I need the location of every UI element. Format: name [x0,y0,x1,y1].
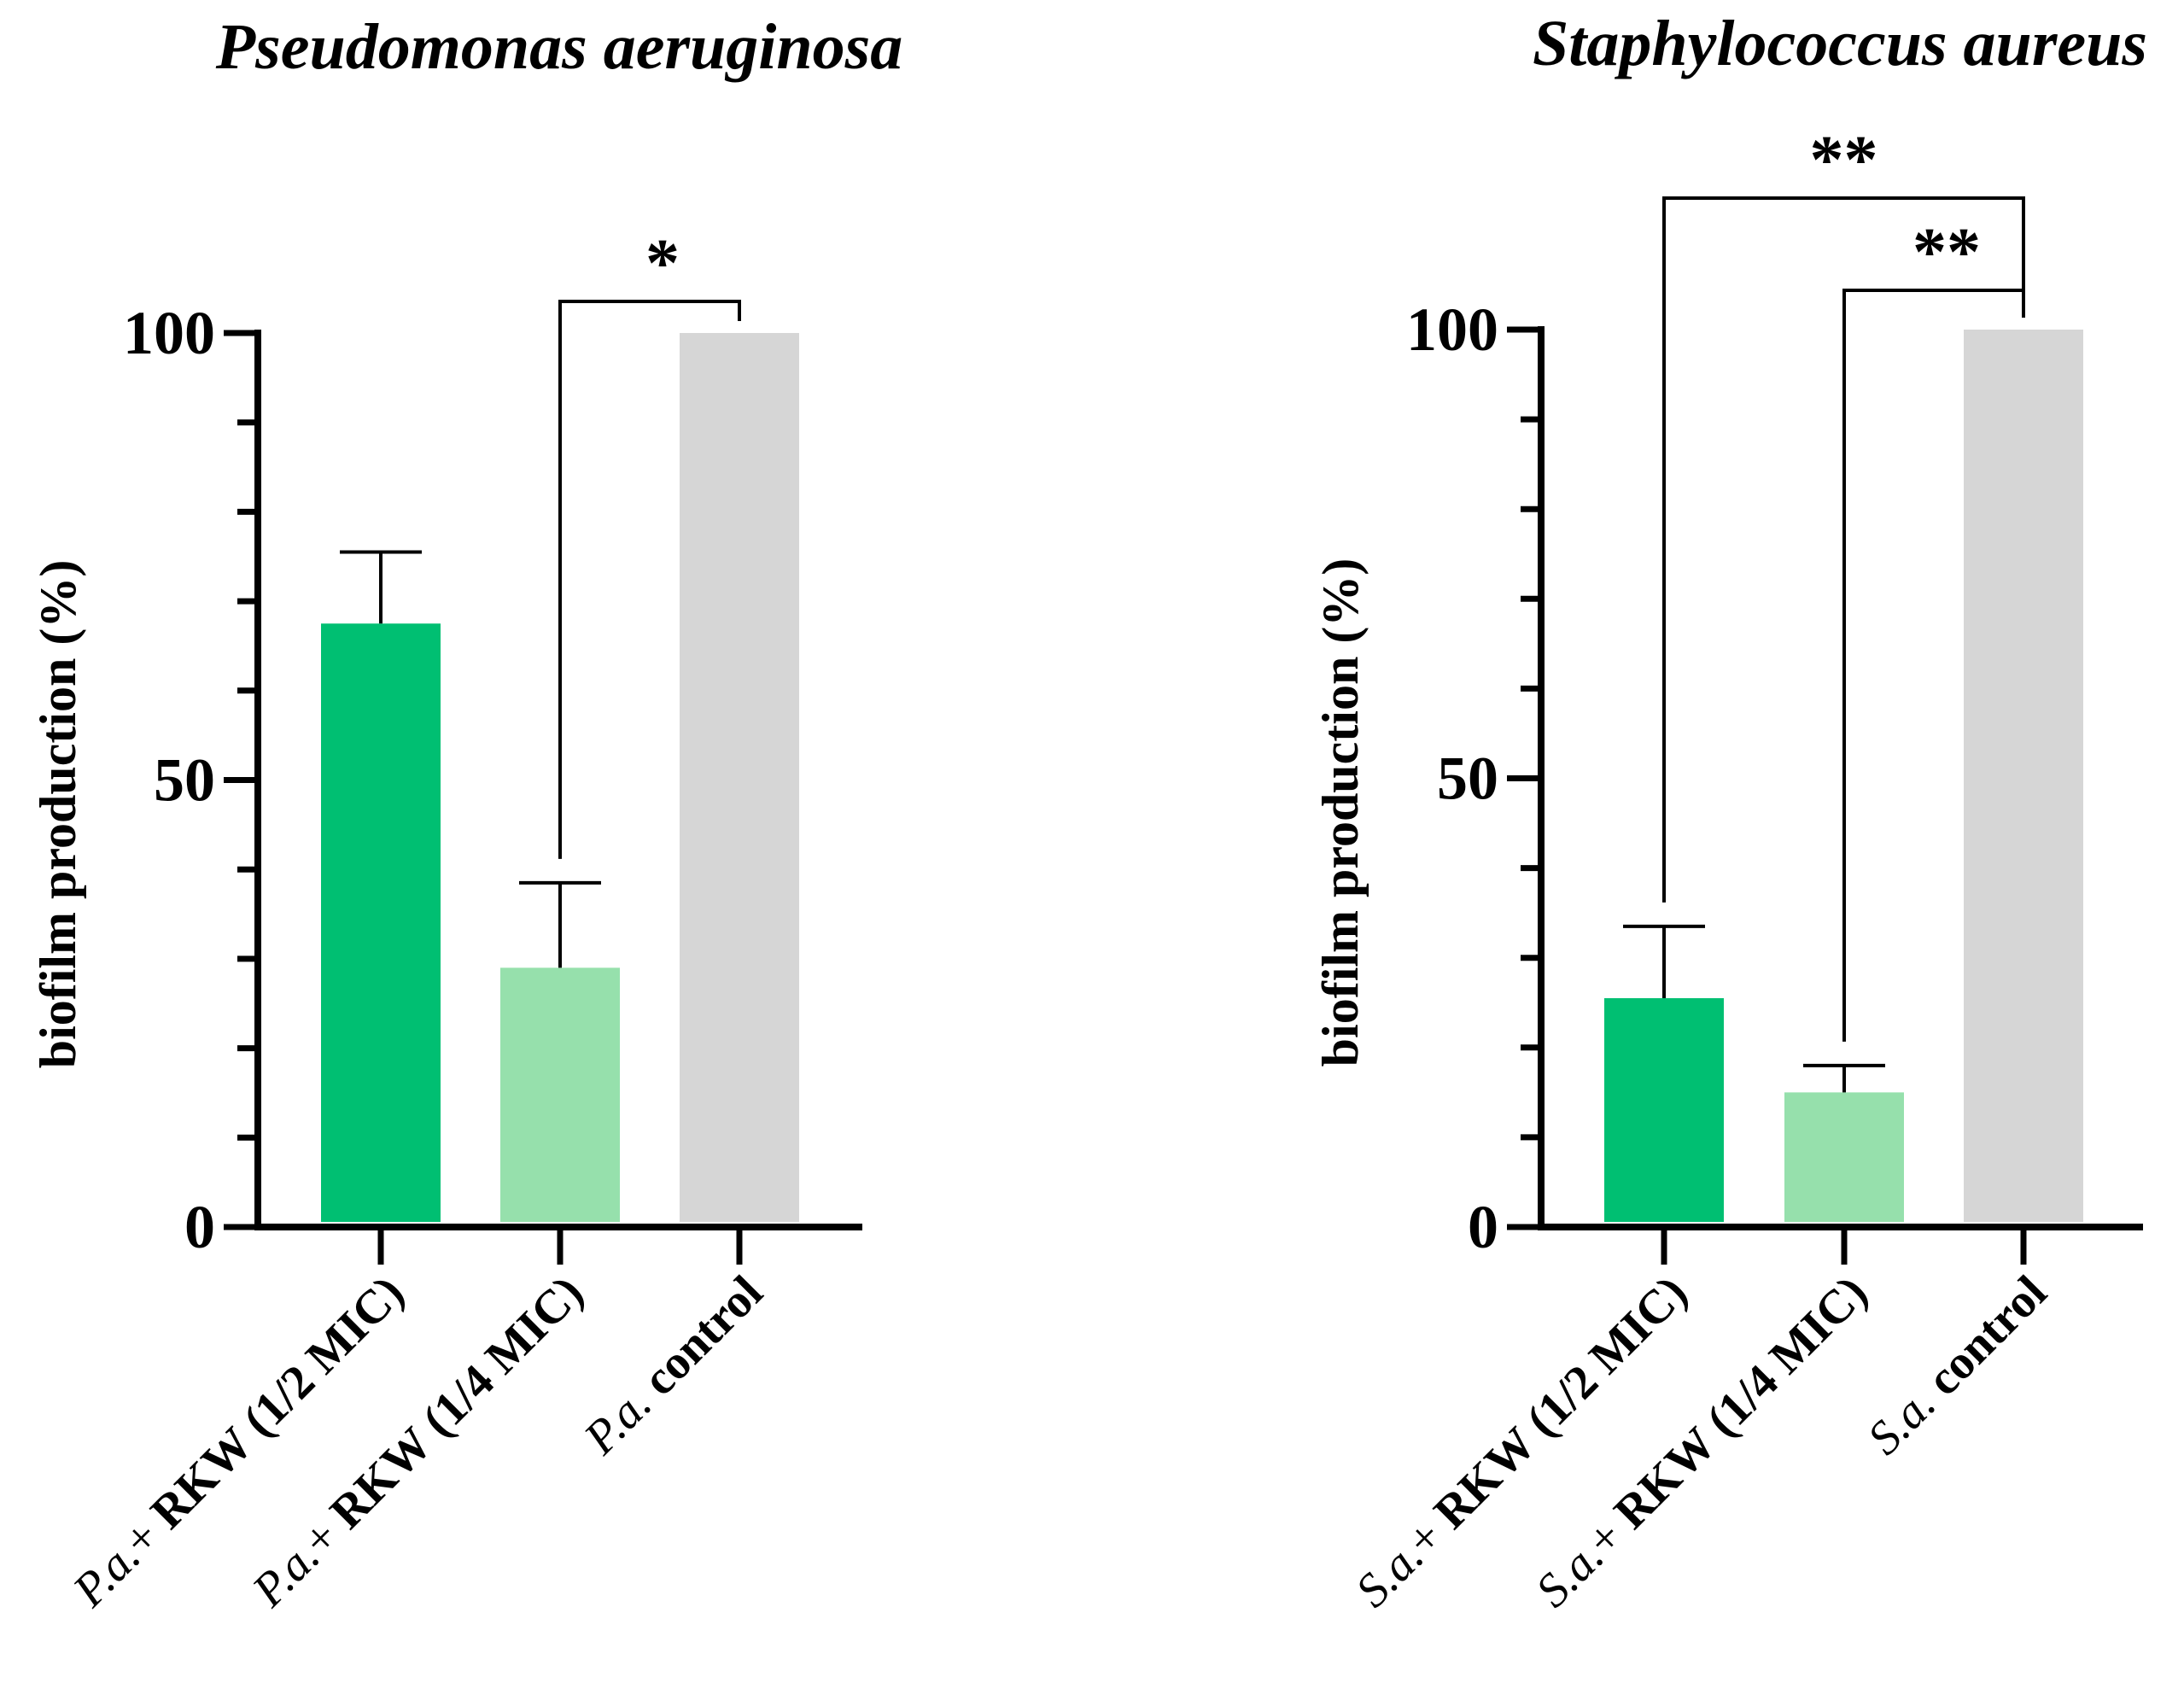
bar-1 [1604,997,1724,1222]
chart-title: Staphylococcus aureus [1533,8,2147,79]
y-tick-label-50: 50 [154,746,215,815]
significance-bracket-1 [1662,196,2025,903]
bar-3 [1964,330,2083,1222]
y-tick-label-100: 100 [123,299,215,367]
x-tick-label-2: S.a.+ RKW (1/4 MIC) [1526,1265,1877,1617]
x-tick-label-1: S.a.+ RKW (1/2 MIC) [1346,1265,1697,1617]
significance-bracket-1 [558,300,741,859]
x-tick-label-1: P.a.+ RKW (1/2 MIC) [62,1265,414,1617]
significance-label-1: * [645,226,680,301]
category-treatment: control [1908,1265,2057,1414]
y-axis-label: biofilm production (%) [1312,558,1369,1067]
bar-1 [321,623,441,1222]
x-tick-label-3: S.a. control [1858,1265,2057,1464]
category-treatment: control [624,1265,773,1414]
y-tick-label-50: 50 [1437,745,1498,813]
chart-title: Pseudomonas aeruginosa [215,11,903,83]
bar-2 [1784,1092,1904,1222]
y-tick-label-100: 100 [1406,295,1498,364]
y-axis-label: biofilm production (%) [30,560,86,1069]
y-tick-label-0: 0 [184,1193,215,1261]
bar-2 [500,967,620,1222]
x-tick-label-3: P.a. control [574,1265,773,1464]
x-tick-label-2: P.a.+ RKW (1/4 MIC) [242,1265,593,1617]
y-tick-label-0: 0 [1468,1193,1498,1261]
significance-label-1: ** [1810,123,1878,198]
bar-3 [680,333,799,1222]
chart-panel-1: Pseudomonas aeruginosa biofilm production… [30,11,902,1617]
chart-panel-2: Staphylococcus aureus biofilm production … [1312,8,2147,1617]
significance-bracket-2 [1842,289,2025,1042]
significance-label-2: ** [1912,215,1981,290]
